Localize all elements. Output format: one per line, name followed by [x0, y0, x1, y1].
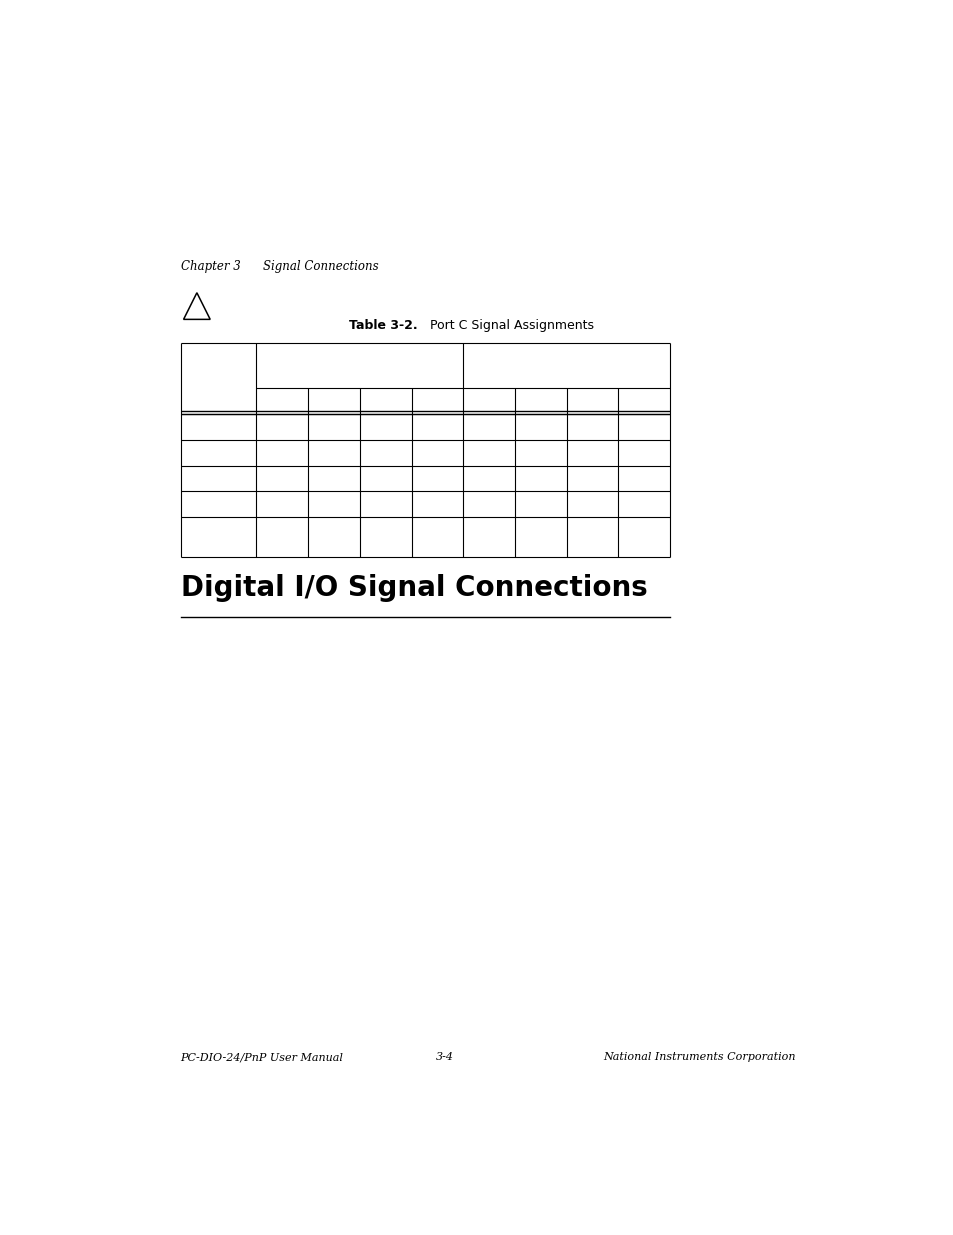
- Text: 3-4: 3-4: [436, 1052, 453, 1062]
- Text: Digital I/O Signal Connections: Digital I/O Signal Connections: [180, 574, 647, 603]
- Text: Port C Signal Assignments: Port C Signal Assignments: [421, 319, 593, 332]
- Text: Signal Connections: Signal Connections: [263, 261, 378, 273]
- Text: PC-DIO-24/PnP User Manual: PC-DIO-24/PnP User Manual: [180, 1052, 343, 1062]
- Text: Chapter 3: Chapter 3: [180, 261, 240, 273]
- Text: National Instruments Corporation: National Instruments Corporation: [602, 1052, 795, 1062]
- Text: Table 3-2.: Table 3-2.: [349, 319, 417, 332]
